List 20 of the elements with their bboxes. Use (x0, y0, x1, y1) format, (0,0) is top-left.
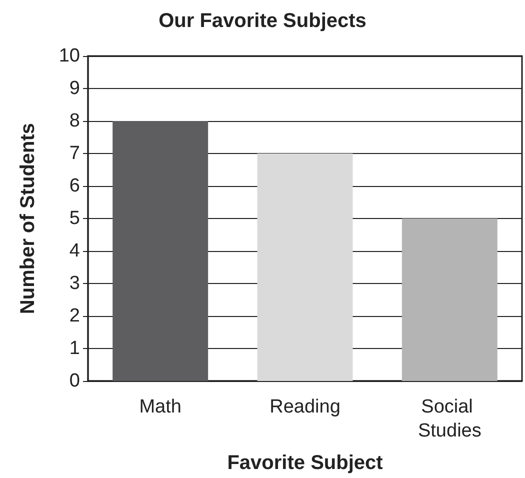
y-tick-label: 8 (69, 110, 80, 132)
y-tick-label: 0 (69, 370, 80, 392)
y-tick-label: 4 (69, 240, 80, 262)
y-tick-label: 5 (69, 208, 80, 229)
chart-title: Our Favorite Subjects (158, 10, 366, 32)
y-tick-label: 7 (69, 143, 80, 164)
y-tick-label: 9 (69, 78, 80, 99)
y-axis-title: Number of Students (17, 122, 39, 314)
x-axis-title: Favorite Subject (227, 452, 384, 474)
x-tick-label: Math (139, 396, 182, 418)
bar (257, 154, 353, 381)
y-tick-label: 2 (69, 306, 80, 326)
x-tick-label: Reading (270, 396, 340, 418)
y-tick-label: 1 (69, 338, 80, 359)
bar (112, 121, 208, 381)
y-tick-label: 10 (58, 46, 80, 66)
x-tick-label: Social Studies (418, 396, 482, 442)
bar (402, 218, 498, 381)
y-tick-label: 6 (69, 176, 80, 196)
y-tick-label: 3 (69, 273, 80, 294)
